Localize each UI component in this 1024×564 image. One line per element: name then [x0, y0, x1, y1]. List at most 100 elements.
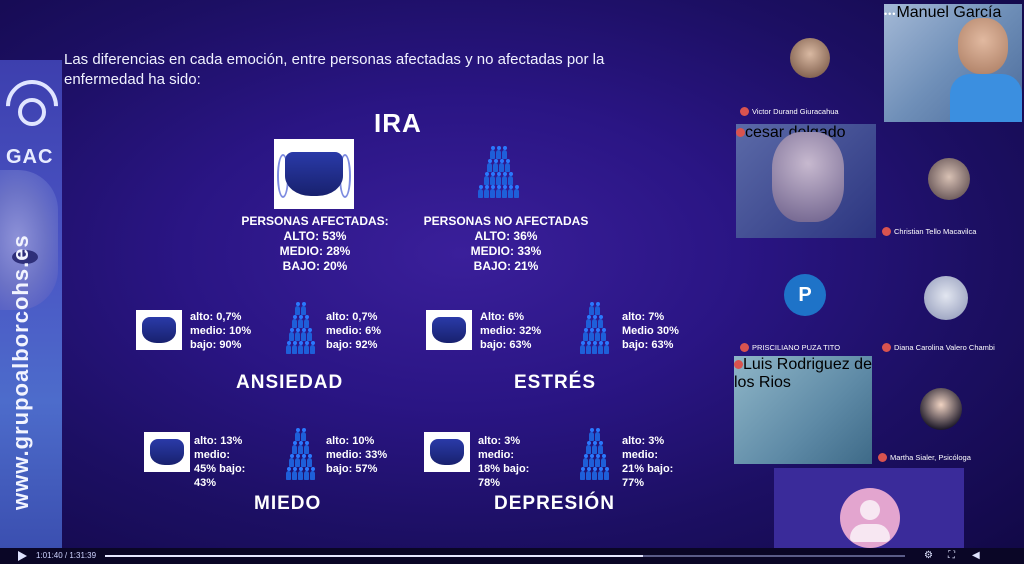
mask-image-miedo: [144, 432, 190, 472]
logo-text: GAC: [6, 146, 54, 168]
estres-no-afectadas-stats: alto: 7% Medio 30% bajo: 63%: [622, 310, 679, 352]
mic-off-icon: [878, 453, 887, 462]
ira-afectadas-alto: ALTO: 53%: [283, 229, 347, 243]
default-user-avatar-icon: [840, 488, 900, 548]
depresion-afectadas-stats: alto: 3% medio: 18% bajo: 78%: [478, 434, 529, 490]
people-group-icon-depresion: [576, 428, 612, 480]
participant-name: PRISCILIANO PUZA TITO: [752, 343, 841, 352]
ira-title: IRA: [374, 108, 422, 138]
volume-icon[interactable]: ◀: [972, 550, 980, 561]
ansiedad-afectadas-stats: alto: 0,7% medio: 10% bajo: 90%: [190, 310, 251, 352]
mask-image-ansiedad: [136, 310, 182, 350]
website-url: www.grupoalborcohs.es: [8, 234, 33, 510]
face-mask-icon: [430, 439, 464, 465]
ansiedad-no-afectadas-bajo: bajo: 92%: [326, 339, 378, 351]
play-icon[interactable]: [18, 551, 27, 561]
ira-afectadas-label: PERSONAS AFECTADAS:: [241, 214, 389, 228]
estres-afectadas-stats: Alto: 6% medio: 32% bajo: 63%: [480, 310, 541, 352]
depresion-afectadas-l4: 78%: [478, 477, 501, 489]
depresion-no-afectadas-stats: alto: 3% medio: 21% bajo: 77%: [622, 434, 673, 490]
ansiedad-afectadas-alto: alto: 0,7%: [190, 311, 242, 323]
mic-off-icon: [734, 360, 743, 369]
self-view-tile[interactable]: [774, 468, 964, 548]
intro-text: Las diferencias en cada emoción, entre p…: [64, 51, 605, 88]
miedo-afectadas-stats: alto: 13% medio: 45% bajo: 43%: [194, 434, 245, 490]
miedo-afectadas-l4: 43%: [194, 477, 217, 489]
participant-avatar: [924, 276, 968, 320]
participant-name-row: Diana Carolina Valero Chambi: [882, 343, 995, 352]
ira-no-afectadas-alto: ALTO: 36%: [474, 229, 538, 243]
participant-name-row: PRISCILIANO PUZA TITO: [740, 343, 840, 352]
participant-name: Diana Carolina Valero Chambi: [894, 343, 995, 352]
settings-gear-icon[interactable]: ⚙: [924, 550, 933, 561]
depresion-no-afectadas-l4: 77%: [622, 477, 645, 489]
ansiedad-afectadas-medio: medio: 10%: [190, 325, 252, 337]
people-group-icon-ansiedad: [282, 302, 318, 354]
ansiedad-no-afectadas-medio: medio: 6%: [326, 325, 382, 337]
depresion-afectadas-l2: medio:: [478, 449, 515, 461]
depresion-no-afectadas-l3: 21% bajo:: [622, 463, 674, 475]
mic-off-icon: [736, 128, 745, 137]
miedo-afectadas-l2: medio:: [194, 449, 231, 461]
estres-afectadas-medio: medio: 32%: [480, 325, 542, 337]
estres-title: ESTRÉS: [514, 372, 597, 393]
mic-off-icon: [882, 343, 891, 352]
participant-name-row: Victor Durand Giuracahua: [740, 107, 839, 116]
participant-tile[interactable]: Martha Sialer, Psicóloga: [874, 356, 1022, 464]
miedo-title: MIEDO: [254, 493, 322, 514]
participant-avatar: [920, 388, 962, 430]
participant-name: Victor Durand Giuracahua: [752, 107, 839, 116]
face-mask-icon: [142, 317, 176, 343]
estres-no-afectadas-alto: alto: 7%: [622, 311, 665, 323]
participant-tile[interactable]: P PRISCILIANO PUZA TITO: [736, 240, 876, 354]
participant-video-tile[interactable]: Luis Rodriguez de los Rios: [734, 356, 872, 464]
ira-no-afectadas-label: PERSONAS NO AFECTADAS: [423, 214, 589, 228]
seek-bar[interactable]: [105, 555, 905, 557]
mic-off-icon: [740, 107, 749, 116]
participant-avatar: [790, 38, 830, 78]
banner-face-image: [0, 170, 58, 310]
depresion-no-afectadas-l1: alto: 3%: [622, 435, 665, 447]
people-group-icon-miedo: [282, 428, 318, 480]
face-mask-icon: [150, 439, 184, 465]
ansiedad-afectadas-bajo: bajo: 90%: [190, 339, 242, 351]
estres-no-afectadas-medio: Medio 30%: [622, 325, 679, 337]
participant-name-row: Martha Sialer, Psicóloga: [878, 453, 971, 462]
miedo-no-afectadas-l1: alto: 10%: [326, 435, 375, 447]
participant-video-tile[interactable]: cesar delgado: [736, 124, 876, 238]
fullscreen-icon[interactable]: ⛶: [948, 550, 955, 561]
ira-no-afectadas-bajo: BAJO: 21%: [473, 259, 539, 273]
participant-name: Manuel García: [896, 4, 1002, 21]
more-options-icon[interactable]: •••: [884, 9, 897, 19]
presentation-slide: GAC www.grupoalborcohs.es Las diferencia…: [0, 51, 679, 548]
participant-shirt: [950, 74, 1022, 122]
participant-video-tile[interactable]: •••Manuel García: [884, 4, 1022, 122]
participant-name: Christian Tello Macavilca: [894, 227, 977, 236]
participant-name-row: Christian Tello Macavilca: [882, 227, 976, 236]
banner-eye: [12, 250, 38, 264]
ira-no-afectadas-stats: PERSONAS NO AFECTADAS ALTO: 36% MEDIO: 3…: [416, 214, 596, 274]
depresion-afectadas-l1: alto: 3%: [478, 435, 521, 447]
participant-tile[interactable]: Christian Tello Macavilca: [878, 124, 1022, 238]
mask-image-ira: [274, 139, 354, 209]
miedo-no-afectadas-stats: alto: 10% medio: 33% bajo: 57%: [326, 434, 387, 476]
ira-afectadas-bajo: BAJO: 20%: [282, 259, 348, 273]
depresion-title: DEPRESIÓN: [494, 493, 615, 514]
mask-image-depresion: [424, 432, 470, 472]
playback-time: 1:01:40 / 1:31:39: [36, 551, 97, 560]
ira-afectadas-stats: PERSONAS AFECTADAS: ALTO: 53% MEDIO: 28%…: [232, 214, 398, 274]
seek-bar-progress: [105, 555, 644, 557]
ansiedad-no-afectadas-stats: alto: 0,7% medio: 6% bajo: 92%: [326, 310, 381, 352]
participant-initial-avatar: P: [784, 274, 826, 316]
miedo-afectadas-l1: alto: 13%: [194, 435, 243, 447]
people-group-icon-estres: [576, 302, 612, 354]
ansiedad-no-afectadas-alto: alto: 0,7%: [326, 311, 378, 323]
ansiedad-title: ANSIEDAD: [236, 372, 344, 393]
face-mask-icon: [285, 151, 343, 197]
participant-tile[interactable]: Victor Durand Giuracahua: [736, 30, 876, 118]
mask-image-estres: [426, 310, 472, 350]
participant-name: Luis Rodriguez de los Rios: [734, 356, 872, 391]
participant-tile[interactable]: Diana Carolina Valero Chambi: [878, 240, 1022, 354]
logo-dot-icon: [18, 98, 46, 126]
